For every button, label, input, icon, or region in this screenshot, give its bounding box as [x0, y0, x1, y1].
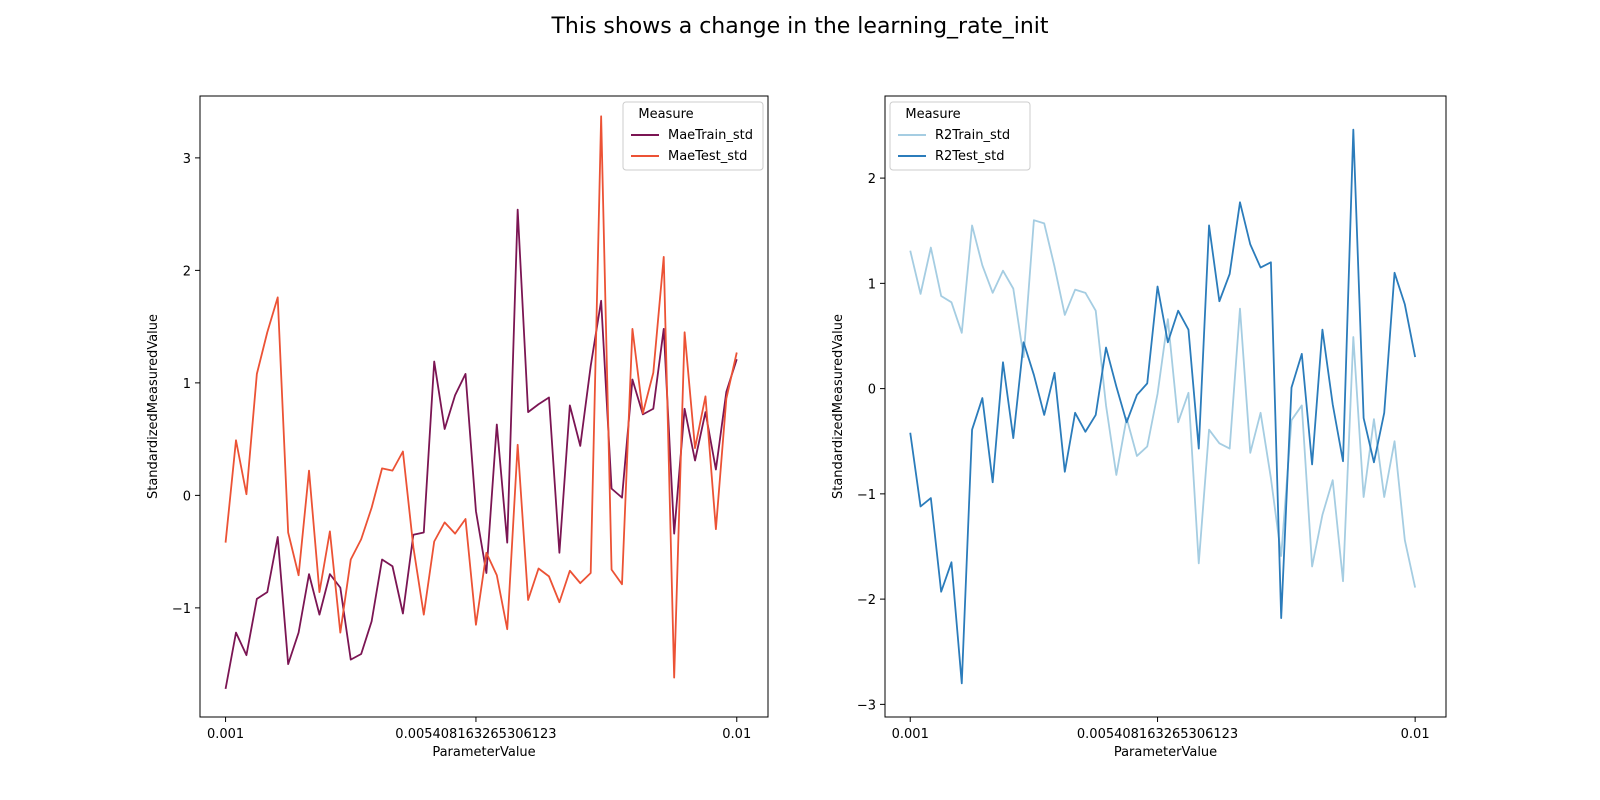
x-axis-label: ParameterValue	[1114, 745, 1217, 760]
x-tick-label: 0.001	[207, 727, 244, 742]
y-tick-label: −3	[857, 698, 876, 713]
x-axis-label: ParameterValue	[432, 745, 535, 760]
x-tick-label: 0.005408163265306123	[1077, 727, 1238, 742]
legend-entry-label: MaeTest_std	[668, 149, 747, 164]
y-tick-label: 1	[183, 377, 191, 392]
y-tick-label: 3	[183, 152, 191, 167]
y-tick-label: −1	[857, 488, 876, 503]
x-tick-label: 0.005408163265306123	[395, 727, 556, 742]
series-line-r2train-std	[909, 219, 1417, 588]
y-tick-label: −1	[172, 602, 191, 617]
y-tick-label: 0	[183, 489, 191, 504]
right-chart-panel: 0.001 0.005408163265306123 0.01 −3 −2 −1 0 1 2 Pa…	[831, 95, 1447, 760]
x-tick-label: 0.001	[892, 727, 929, 742]
legend-entry-label: R2Train_std	[935, 128, 1010, 143]
legend-entry-label: MaeTrain_std	[668, 128, 753, 143]
legend-entry-label: R2Test_std	[935, 149, 1005, 164]
series-line-r2test-std	[909, 128, 1417, 685]
legend: Measure MaeTrain_std MaeTest_std	[622, 101, 764, 171]
legend-title: Measure	[905, 107, 960, 122]
legend-box	[622, 101, 764, 171]
left-chart-panel: 0.001 0.005408163265306123 0.01 −1 0 1 2 3 Param…	[146, 95, 769, 760]
series-line-maetest-std	[224, 115, 738, 679]
legend-title: Measure	[638, 107, 693, 122]
y-tick-label: 0	[868, 383, 876, 398]
y-tick-label: 2	[183, 264, 191, 279]
y-tick-label: 1	[868, 277, 876, 292]
legend: Measure R2Train_std R2Test_std	[889, 101, 1031, 171]
x-tick-label: 0.01	[722, 727, 751, 742]
y-tick-label: 2	[868, 172, 876, 187]
y-axis-label: StandardizedMeasuredValue	[146, 314, 161, 499]
plot-frame	[199, 95, 769, 718]
plot-frame	[884, 95, 1447, 718]
series-line-maetrain-std	[224, 208, 738, 690]
x-tick-label: 0.01	[1401, 727, 1430, 742]
y-tick-label: −2	[857, 593, 876, 608]
figure-title: This shows a change in the learning_rate…	[550, 14, 1048, 39]
legend-box	[889, 101, 1031, 171]
y-axis-label: StandardizedMeasuredValue	[831, 314, 846, 499]
